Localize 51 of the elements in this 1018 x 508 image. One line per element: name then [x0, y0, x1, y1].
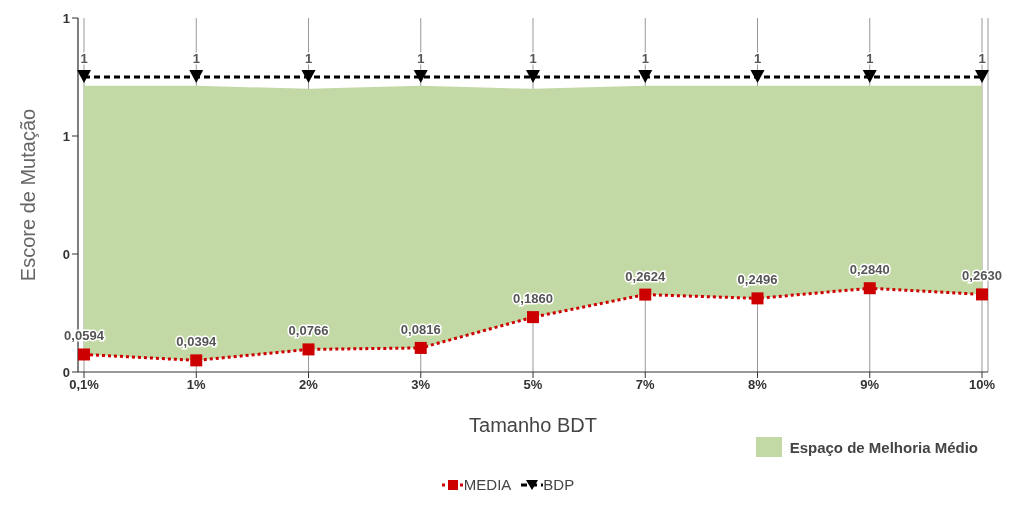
point — [413, 70, 428, 83]
data-label: 0,2840 — [849, 262, 890, 278]
point — [414, 341, 427, 354]
x-tick-label: 8% — [748, 377, 768, 393]
y-axis-title: Escore de Mutação — [17, 108, 40, 282]
data-label: 1 — [417, 51, 425, 66]
y-tick-label: 0 — [62, 246, 70, 262]
legend-label: BDP — [542, 476, 575, 493]
point — [77, 70, 91, 83]
point — [862, 70, 877, 83]
point — [639, 288, 652, 301]
x-tick-label: 0,1% — [69, 377, 100, 393]
legend-label: MEDIA — [462, 476, 512, 493]
x-tick-label: 10% — [968, 377, 996, 393]
legend-label: Espaço de Melhoria Médio — [788, 437, 978, 458]
y-tick-label: 1 — [62, 10, 70, 26]
data-label: 1 — [866, 51, 874, 66]
x-tick-label: 1% — [186, 377, 207, 393]
point — [750, 70, 765, 83]
data-label: 0,2630 — [962, 268, 1002, 284]
data-label: 0,0394 — [176, 334, 217, 350]
point — [301, 70, 316, 83]
data-label: 0,2624 — [625, 268, 666, 284]
point — [527, 311, 539, 324]
x-tick-label: 5% — [523, 377, 543, 393]
data-label: 1 — [192, 51, 200, 66]
data-label: 0,0816 — [400, 321, 441, 337]
data-label: 0,0766 — [288, 323, 329, 339]
data-label: 1 — [80, 51, 88, 66]
x-tick-label: 7% — [635, 377, 656, 393]
data-label: 0,1860 — [513, 291, 553, 307]
point — [78, 348, 90, 361]
point — [302, 343, 315, 356]
point — [751, 292, 764, 305]
point — [190, 354, 203, 367]
data-label: 0,2496 — [737, 272, 778, 288]
point — [189, 70, 204, 83]
data-label: 1 — [978, 51, 986, 66]
y-tick-label: 0 — [62, 364, 70, 380]
x-tick-label: 9% — [860, 377, 880, 393]
y-tick-label: 1 — [62, 128, 70, 144]
data-label: 1 — [529, 51, 537, 66]
point — [975, 70, 989, 83]
data-label: 1 — [641, 51, 649, 66]
point — [526, 70, 540, 83]
point — [976, 288, 988, 301]
point — [863, 282, 876, 295]
x-tick-label: 3% — [411, 377, 431, 393]
x-tick-label: 2% — [299, 377, 319, 393]
x-axis-title: Tamanho BDT — [469, 414, 597, 436]
point — [638, 70, 653, 83]
